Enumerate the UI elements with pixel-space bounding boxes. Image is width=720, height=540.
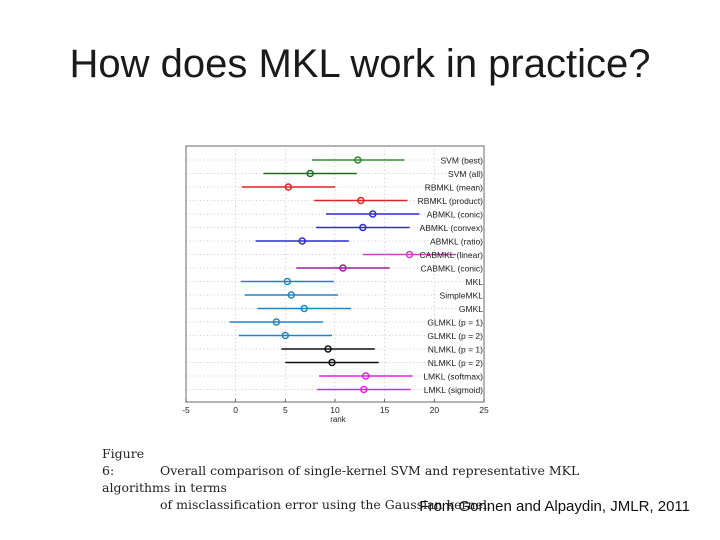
series-label: GMKL [459,304,483,314]
x-tick-label: 15 [380,405,390,415]
series-label: ABMKL (convex) [420,223,484,233]
source-credit: From Gonnen and Alpaydin, JMLR, 2011 [419,498,690,515]
caption-line-2: of misclassification error using the Gau… [160,497,491,512]
mean-marker [357,196,365,205]
x-tick-label: 0 [233,405,238,415]
mean-marker [300,304,308,313]
slide-title: How does MKL work in practice? [69,42,651,86]
mean-marker [339,264,347,272]
mean-marker [287,291,296,299]
x-tick-label: 25 [479,405,489,415]
caption-line-1: Overall comparison of single-kernel SVM … [102,463,580,495]
series-label: SVM (best) [440,156,483,166]
mean-marker [354,156,362,164]
x-tick-label: 10 [330,405,340,415]
series-label: RBMKL (mean) [425,183,483,193]
mean-marker [405,250,414,259]
mean-marker [298,237,306,245]
series-label: NLMKL (p = 2) [428,358,483,368]
series-label: RBMKL (product) [418,196,484,206]
mean-marker [328,358,336,367]
mean-marker [360,385,368,394]
series-label: SimpleMKL [440,291,484,301]
mean-marker [306,169,314,178]
x-tick-label: -5 [182,405,190,415]
series-label: NLMKL (p = 1) [428,345,483,355]
mean-marker [324,345,332,353]
mean-marker [272,318,281,326]
mean-marker [359,223,367,232]
series-label: CABMKL (linear) [420,250,484,260]
series-label: ABMKL (conic) [427,210,484,220]
series-label-layer: SVM (best) SVM (all) RBMKL (mean) RBMKL (pr… [418,156,484,396]
series-label: MKL [466,277,484,287]
series-label: LMKL (softmax) [423,372,483,382]
mean-marker [283,277,292,286]
mean-marker [281,331,290,340]
mean-marker [368,210,377,218]
figure-caption: Figure 6: Overall comparison of single-ke… [102,445,642,513]
x-tick-label: 20 [430,405,440,415]
caption-label: Figure 6: [102,446,145,478]
series-label: GLMKL (p = 1) [427,318,483,328]
series-label: ABMKL (ratio) [430,237,483,247]
series-label: LMKL (sigmoid) [424,385,483,395]
interval-layer [229,156,457,394]
series-label: CABMKL (conic) [420,264,483,274]
mean-marker [284,183,293,191]
series-label: SVM (all) [448,169,483,179]
series-label: GLMKL (p = 2) [427,331,483,341]
x-axis: -5 0 5 10 15 20 25 rank [182,399,489,424]
mean-marker [362,372,370,380]
x-axis-label: rank [330,415,347,424]
x-tick-label: 5 [283,405,288,415]
